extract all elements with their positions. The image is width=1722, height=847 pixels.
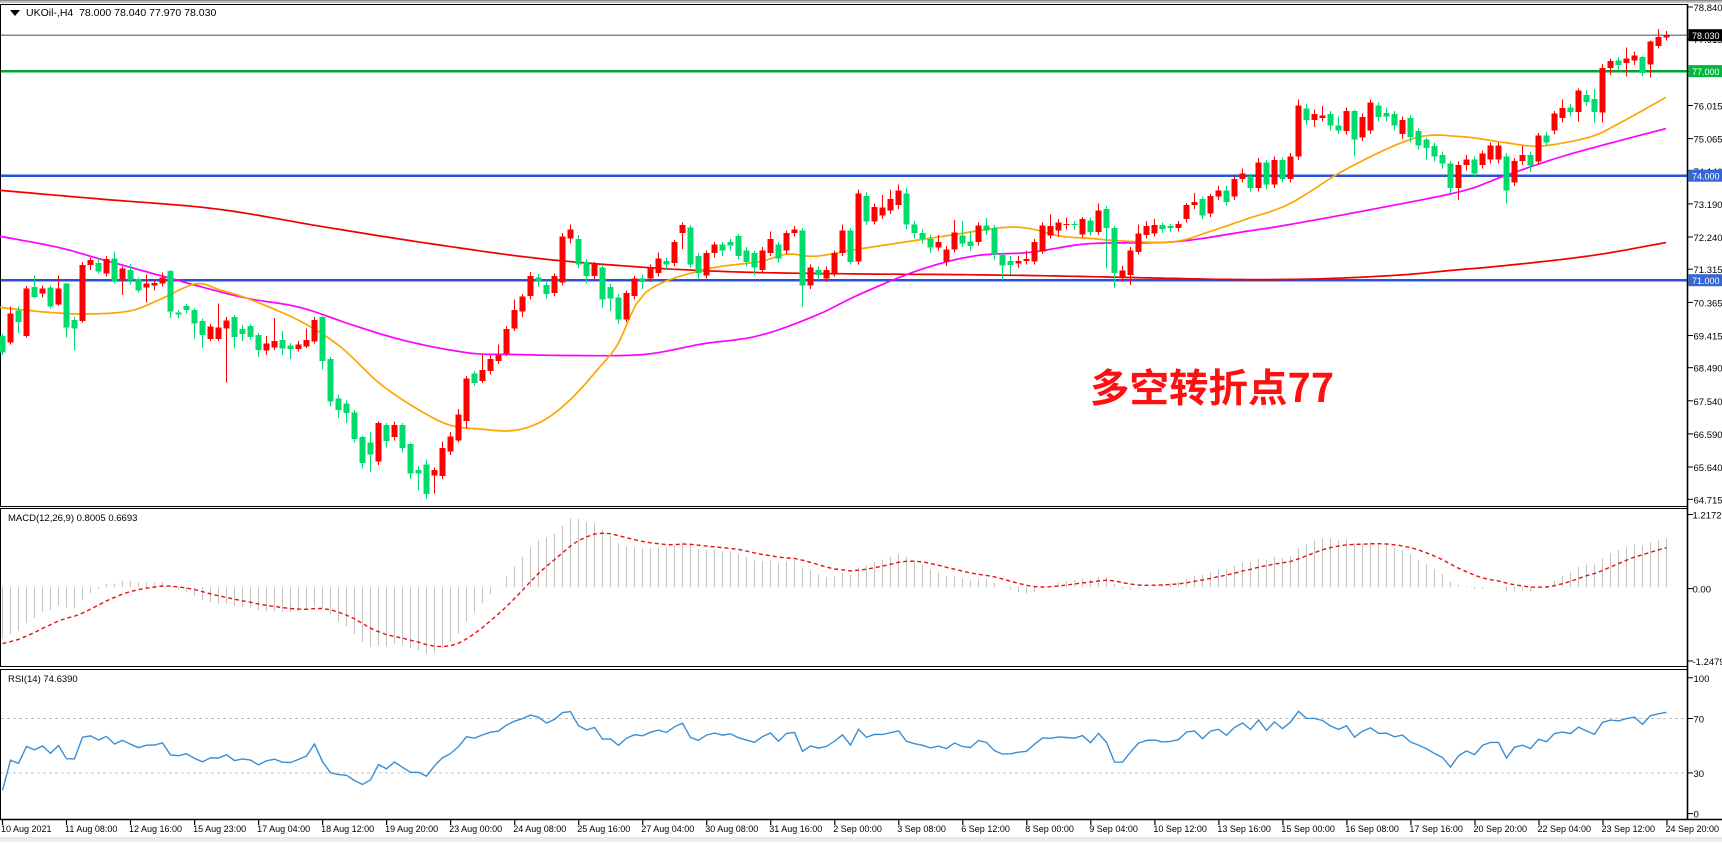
svg-text:66.590: 66.590 [1694,430,1722,441]
svg-text:76.015: 76.015 [1694,102,1722,113]
svg-text:30: 30 [1694,769,1705,780]
svg-text:8 Sep 00:00: 8 Sep 00:00 [1025,824,1074,834]
svg-text:17 Sep 16:00: 17 Sep 16:00 [1409,824,1463,834]
svg-text:64.715: 64.715 [1694,495,1722,506]
svg-text:MACD(12,26,9) 0.8005 0.6693: MACD(12,26,9) 0.8005 0.6693 [8,513,137,524]
svg-text:74.000: 74.000 [1692,172,1720,182]
svg-text:10 Sep 12:00: 10 Sep 12:00 [1153,824,1207,834]
svg-text:UKOil-,H4 78.000 78.040 77.97: UKOil-,H4 78.000 78.040 77.970 78.030 [26,7,216,19]
svg-text:15 Sep 00:00: 15 Sep 00:00 [1281,824,1335,834]
svg-text:30 Aug 08:00: 30 Aug 08:00 [705,824,758,834]
svg-text:2 Sep 00:00: 2 Sep 00:00 [833,824,882,834]
svg-text:18 Aug 12:00: 18 Aug 12:00 [321,824,374,834]
svg-text:100: 100 [1694,674,1710,685]
svg-text:19 Aug 20:00: 19 Aug 20:00 [385,824,438,834]
svg-text:78.030: 78.030 [1692,31,1720,41]
svg-text:69.415: 69.415 [1694,332,1722,343]
svg-text:6 Sep 12:00: 6 Sep 12:00 [961,824,1010,834]
svg-text:9 Sep 04:00: 9 Sep 04:00 [1089,824,1138,834]
svg-text:24 Sep 20:00: 24 Sep 20:00 [1666,824,1720,834]
svg-text:16 Sep 08:00: 16 Sep 08:00 [1345,824,1399,834]
svg-text:75.065: 75.065 [1694,135,1722,146]
svg-text:23 Aug 00:00: 23 Aug 00:00 [449,824,502,834]
svg-text:0.00: 0.00 [1693,585,1712,596]
svg-text:25 Aug 16:00: 25 Aug 16:00 [577,824,630,834]
svg-text:13 Sep 16:00: 13 Sep 16:00 [1217,824,1271,834]
svg-text:65.640: 65.640 [1694,463,1722,474]
svg-text:1.2172: 1.2172 [1693,511,1722,522]
svg-text:20 Sep 20:00: 20 Sep 20:00 [1474,824,1528,834]
svg-text:27 Aug 04:00: 27 Aug 04:00 [641,824,694,834]
svg-text:-1.2479: -1.2479 [1693,657,1722,668]
svg-text:77.000: 77.000 [1692,67,1720,77]
svg-text:11 Aug 08:00: 11 Aug 08:00 [65,824,117,834]
svg-text:71.000: 71.000 [1692,276,1720,286]
svg-text:22 Sep 04:00: 22 Sep 04:00 [1538,824,1592,834]
svg-text:67.540: 67.540 [1694,397,1722,408]
svg-text:68.490: 68.490 [1694,364,1722,375]
svg-text:17 Aug 04:00: 17 Aug 04:00 [257,824,310,834]
svg-text:24 Aug 08:00: 24 Aug 08:00 [513,824,566,834]
svg-text:10 Aug 2021: 10 Aug 2021 [1,824,52,834]
svg-text:78.840: 78.840 [1694,3,1722,14]
svg-text:72.240: 72.240 [1694,233,1722,244]
svg-text:70: 70 [1694,715,1705,726]
svg-text:15 Aug 23:00: 15 Aug 23:00 [193,824,246,834]
svg-text:3 Sep 08:00: 3 Sep 08:00 [897,824,946,834]
svg-text:12 Aug 16:00: 12 Aug 16:00 [129,824,182,834]
svg-text:31 Aug 16:00: 31 Aug 16:00 [769,824,822,834]
svg-text:70.365: 70.365 [1694,298,1722,309]
svg-text:RSI(14) 74.6390: RSI(14) 74.6390 [8,674,78,685]
svg-text:23 Sep 12:00: 23 Sep 12:00 [1602,824,1656,834]
svg-text:73.190: 73.190 [1694,200,1722,211]
